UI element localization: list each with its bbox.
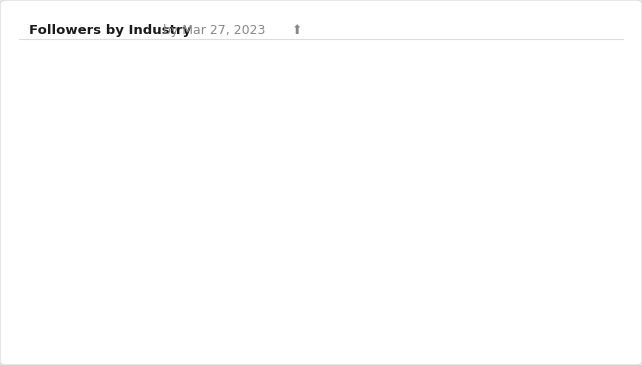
Text: IT System Custom Software Development: IT System Custom Software Development xyxy=(129,324,367,334)
FancyBboxPatch shape xyxy=(369,64,539,81)
FancyBboxPatch shape xyxy=(369,224,442,242)
FancyBboxPatch shape xyxy=(369,192,444,210)
Text: Technology, Information and Internet: Technology, Information and Internet xyxy=(155,228,367,238)
Text: Followers by Industry: Followers by Industry xyxy=(29,24,191,37)
FancyBboxPatch shape xyxy=(369,257,539,274)
FancyBboxPatch shape xyxy=(369,160,445,177)
FancyBboxPatch shape xyxy=(369,321,406,338)
FancyBboxPatch shape xyxy=(369,224,539,242)
Text: 122: 122 xyxy=(545,99,566,109)
FancyBboxPatch shape xyxy=(369,321,539,338)
Text: Retail Apparel and Fashion: Retail Apparel and Fashion xyxy=(216,131,367,141)
Text: Software Development: Software Development xyxy=(236,67,367,77)
Text: Information Services: Information Services xyxy=(249,196,367,206)
FancyBboxPatch shape xyxy=(369,289,539,306)
Text: IT Services and IT Consulting: IT Services and IT Consulting xyxy=(202,99,367,109)
FancyBboxPatch shape xyxy=(369,192,539,210)
Text: 52: 52 xyxy=(545,228,559,238)
Text: 120: 120 xyxy=(545,131,566,141)
FancyBboxPatch shape xyxy=(369,160,539,177)
Text: 53: 53 xyxy=(545,196,559,206)
FancyBboxPatch shape xyxy=(369,96,537,113)
Text: 124: 124 xyxy=(545,67,566,77)
FancyBboxPatch shape xyxy=(369,128,539,145)
FancyBboxPatch shape xyxy=(369,289,416,306)
Text: Advertising Services: Advertising Services xyxy=(250,164,367,174)
Text: ⬆: ⬆ xyxy=(292,24,302,37)
Text: Banking: Banking xyxy=(321,292,367,302)
Text: by Mar 27, 2023: by Mar 27, 2023 xyxy=(159,24,266,37)
Text: Accounting: Accounting xyxy=(303,260,367,270)
Text: 39: 39 xyxy=(545,260,559,270)
Text: 54: 54 xyxy=(545,164,559,174)
Text: 25: 25 xyxy=(545,324,559,334)
Text: 33: 33 xyxy=(545,292,559,302)
FancyBboxPatch shape xyxy=(369,128,534,145)
FancyBboxPatch shape xyxy=(369,257,424,274)
